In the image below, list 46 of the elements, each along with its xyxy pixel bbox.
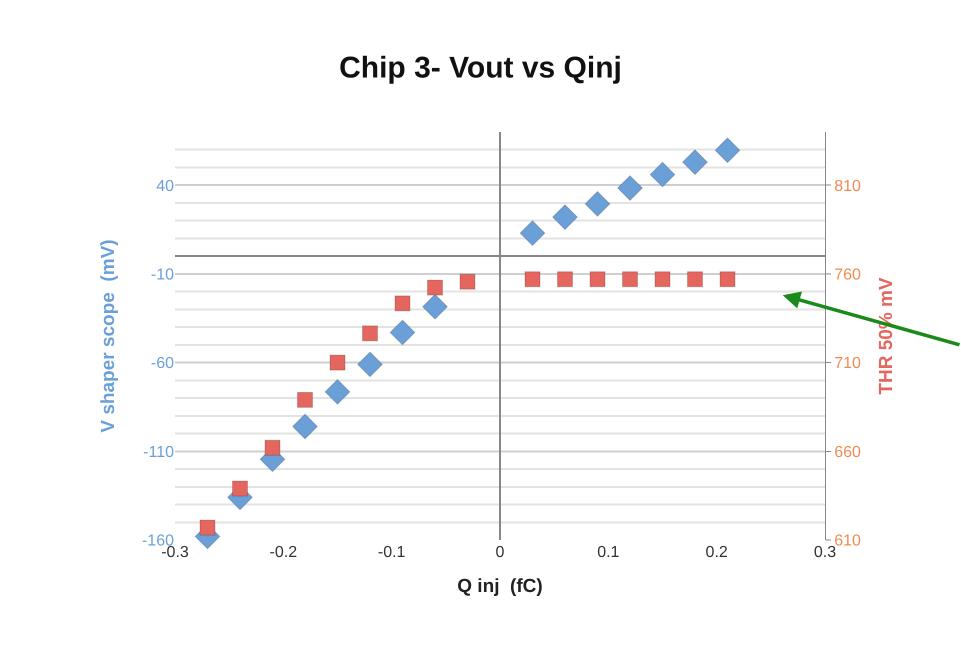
y2-tick-label: 660	[834, 444, 861, 461]
x-tick-label: 0.1	[597, 544, 620, 561]
point	[552, 204, 578, 230]
point	[557, 271, 573, 288]
point	[460, 274, 476, 290]
point	[650, 162, 676, 188]
point	[590, 271, 606, 288]
point	[362, 325, 378, 342]
point	[520, 220, 546, 246]
y-axis-title: V shaper scope (mV)	[98, 239, 119, 433]
point	[687, 271, 703, 288]
y-tick-label: 40	[156, 178, 174, 195]
point	[264, 440, 280, 456]
x-tick-label: 0	[496, 544, 505, 561]
point	[584, 190, 610, 217]
point	[720, 271, 736, 288]
point	[617, 175, 643, 201]
point	[232, 480, 248, 497]
point	[357, 352, 383, 378]
point	[330, 354, 346, 371]
point	[390, 320, 416, 346]
x-tick-label: 0.2	[706, 544, 728, 561]
point	[200, 520, 216, 536]
y2-tick-label: 760	[834, 266, 861, 284]
point	[524, 271, 540, 288]
point	[324, 379, 350, 405]
y2-tick-label: 810	[834, 178, 861, 195]
y2-tick-label: 610	[834, 532, 861, 550]
x-axis-title: Q inj (fC)	[457, 576, 543, 597]
y-tick-label: -60	[150, 355, 174, 372]
point	[292, 414, 318, 440]
point	[714, 137, 740, 164]
chart-title: Chip 3- Vout vs Qinj	[339, 52, 622, 84]
point	[654, 271, 670, 288]
point	[622, 271, 638, 288]
point	[427, 280, 443, 296]
y2-tick-label: 710	[834, 355, 861, 372]
point	[422, 294, 448, 320]
point	[394, 295, 410, 312]
x-tick-label: -0.1	[378, 544, 406, 561]
x-tick-label: 0.3	[814, 544, 836, 561]
x-tick-label: -0.2	[270, 544, 298, 561]
y-tick-label: -10	[150, 266, 174, 284]
point	[682, 149, 708, 176]
point	[297, 392, 313, 408]
y-tick-label: -110	[143, 444, 174, 461]
